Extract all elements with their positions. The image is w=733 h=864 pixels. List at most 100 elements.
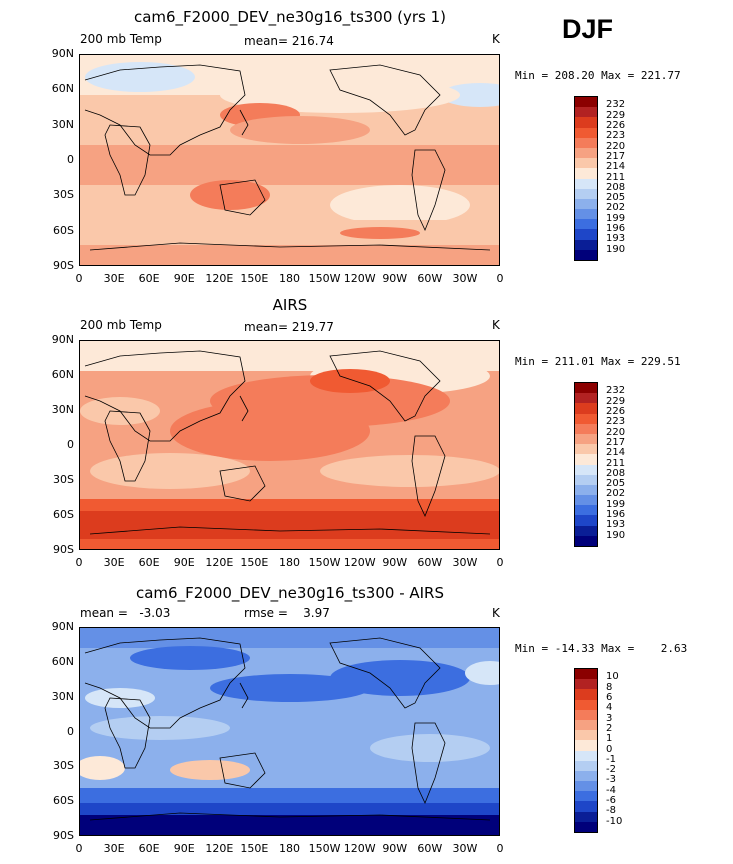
colorbar-swatch: [575, 403, 597, 414]
panel-3-rmse-label: rmse = 3.97: [244, 606, 330, 620]
colorbar-label: 202: [606, 202, 626, 214]
colorbar-swatch: [575, 444, 597, 455]
lat-tick-label: 60S: [53, 508, 74, 521]
colorbar-label: 208: [606, 467, 626, 479]
lon-tick-label: 180: [279, 842, 300, 855]
lat-tick-label: 90S: [53, 543, 74, 556]
colorbar-label: 4: [606, 702, 613, 714]
colorbar-swatch: [575, 709, 597, 720]
lon-tick-label: 60E: [138, 556, 160, 569]
lon-tick-label: 180: [279, 272, 300, 285]
colorbar-label: -3: [606, 774, 616, 786]
colorbar-swatch: [575, 188, 597, 199]
colorbar-swatch: [575, 454, 597, 465]
colorbar-swatch: [575, 393, 597, 404]
lat-tick-label: 90N: [51, 47, 74, 60]
colorbar-swatch: [575, 811, 597, 822]
lon-tick-label: 150W: [308, 842, 341, 855]
lat-tick-label: 60N: [51, 368, 74, 381]
lon-tick-label: 90E: [173, 272, 195, 285]
panel-2-minmax: Min = 211.01 Max = 229.51: [515, 355, 681, 368]
colorbar-label: 199: [606, 212, 626, 224]
lon-tick-label: 120W: [343, 272, 376, 285]
colorbar-swatch: [575, 178, 597, 189]
lon-tick-label: 60E: [138, 272, 160, 285]
panel-3-minmax: Min = -14.33 Max = 2.63: [515, 642, 688, 655]
panel-3-title: cam6_F2000_DEV_ne30g16_ts300 - AIRS: [135, 584, 445, 602]
colorbar-swatch: [575, 423, 597, 434]
lon-tick-label: 120E: [205, 842, 234, 855]
colorbar-swatch: [575, 97, 597, 108]
colorbar-label: 211: [606, 171, 626, 183]
colorbar-swatch: [575, 781, 597, 792]
colorbar-swatch: [575, 770, 597, 782]
lon-tick-label: 30W: [452, 272, 478, 285]
colorbar-swatch: [575, 515, 597, 526]
colorbar-label: 232: [606, 385, 626, 397]
lat-tick-label: 60N: [51, 82, 74, 96]
lat-tick-label: 60S: [53, 794, 74, 808]
lat-tick-label: 30N: [51, 117, 74, 131]
lon-tick-label: 30E: [103, 556, 125, 569]
colorbar-swatch: [575, 127, 597, 138]
lon-tick-label: 60W: [417, 556, 443, 569]
panel-1-title: cam6_F2000_DEV_ne30g16_ts300 (yrs 1): [133, 8, 447, 26]
colorbar-swatch: [575, 801, 597, 812]
colorbar-label: 214: [606, 161, 626, 173]
lon-tick-label: 0: [75, 556, 83, 569]
lon-tick-label: 90W: [382, 842, 408, 855]
lat-tick-label: 0: [67, 438, 74, 451]
colorbar-swatch: [575, 229, 597, 240]
colorbar-2: [574, 382, 598, 547]
lon-tick-label: 30W: [452, 556, 478, 569]
colorbar-label: 196: [606, 509, 626, 521]
panel-3-mean-label: mean = -3.03: [80, 606, 171, 620]
colorbar-swatch: [575, 699, 597, 710]
colorbar-label: -10: [606, 815, 623, 827]
colorbar-label: 6: [606, 691, 613, 703]
panel-1-minmax: Min = 208.20 Max = 221.77: [515, 69, 681, 82]
colorbar-label: 226: [606, 119, 626, 131]
lon-tick-label: 90E: [173, 842, 195, 855]
lon-tick-label: 0: [496, 272, 504, 285]
colorbar-swatch: [575, 484, 597, 496]
lat-tick-label: 0: [67, 153, 74, 166]
lat-tick-label: 30S: [53, 759, 74, 773]
colorbar-swatch: [575, 249, 597, 260]
panel-2-mean-label: mean= 219.77: [244, 320, 334, 334]
panel-3-unit: K: [492, 606, 500, 620]
colorbar-label: 229: [606, 109, 626, 121]
colorbar-label: -8: [606, 805, 616, 817]
colorbar-swatch: [575, 535, 597, 546]
colorbar-swatch: [575, 137, 597, 148]
colorbar-swatch: [575, 464, 597, 475]
colorbar-swatch: [575, 669, 597, 680]
colorbar-label: 220: [606, 140, 626, 152]
lon-tick-label: 0: [75, 842, 83, 855]
colorbar-swatch: [575, 158, 597, 169]
panel-2-left-label: 200 mb Temp: [80, 318, 162, 332]
lon-tick-label: 30E: [103, 272, 125, 285]
lat-tick-label: 30S: [53, 188, 74, 202]
colorbar-swatch: [575, 433, 597, 445]
colorbar-label: 10: [606, 671, 619, 683]
panel-2-unit: K: [492, 318, 500, 332]
lon-tick-label: 120E: [205, 272, 234, 285]
colorbar-label: 196: [606, 223, 626, 235]
lat-tick-label: 30N: [51, 403, 74, 416]
lon-tick-label: 120E: [205, 556, 234, 569]
colorbar-label: 190: [606, 529, 626, 541]
colorbar-swatch: [575, 760, 597, 771]
colorbar-swatch: [575, 740, 597, 751]
colorbar-swatch: [575, 689, 597, 700]
colorbar-label: -4: [606, 784, 616, 796]
lon-tick-label: 30E: [103, 842, 125, 855]
lon-tick-label: 150E: [240, 842, 269, 855]
lon-tick-label: 90W: [382, 272, 408, 285]
colorbar-label: 205: [606, 192, 626, 204]
colorbar-swatch: [575, 821, 597, 832]
panel-2-title: AIRS: [272, 296, 308, 314]
panel-3-map: [79, 627, 500, 836]
colorbar-swatch: [575, 107, 597, 118]
colorbar-label: 3: [606, 712, 613, 724]
